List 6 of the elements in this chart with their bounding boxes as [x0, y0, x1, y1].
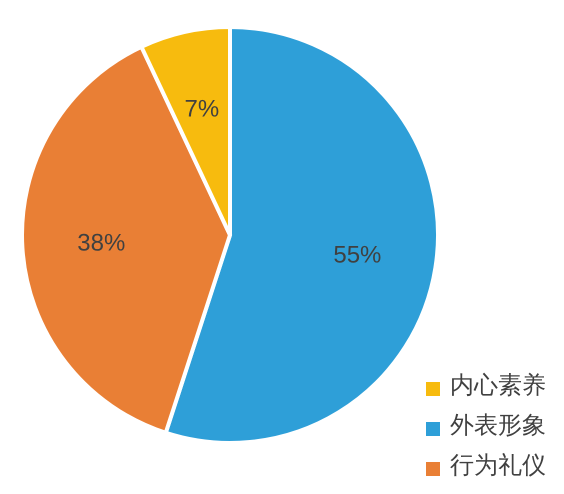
legend-label: 内心素养	[450, 372, 546, 399]
data-label: 7%	[184, 96, 220, 123]
data-label: 38%	[77, 230, 126, 257]
legend-label: 外表形象	[450, 412, 546, 439]
legend-label: 行为礼仪	[450, 452, 546, 479]
data-label: 55%	[333, 242, 382, 269]
